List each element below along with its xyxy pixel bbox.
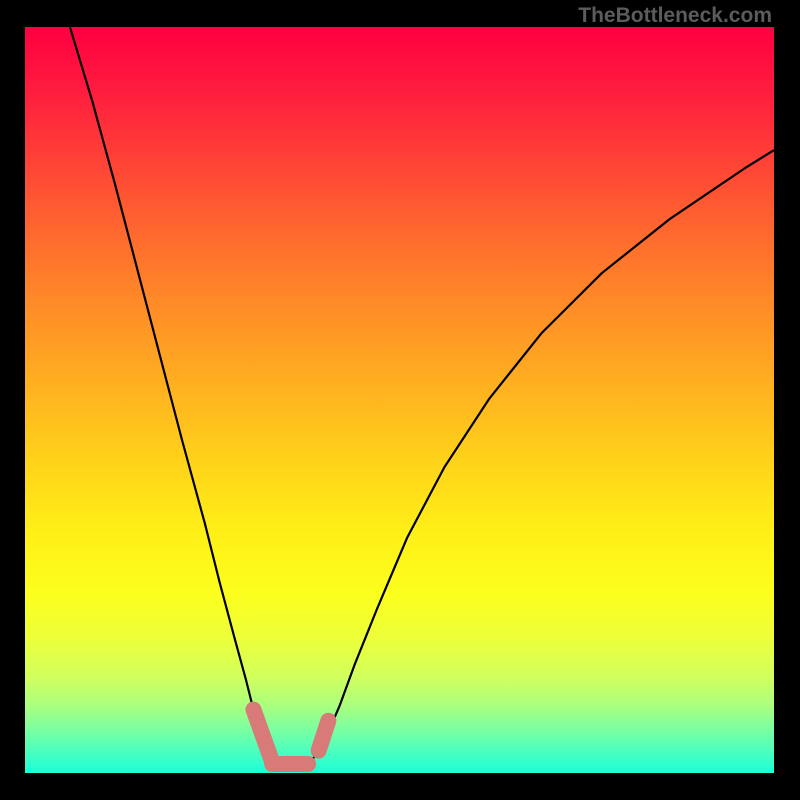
- trough-marker-segment: [253, 710, 272, 762]
- trough-marker-segment: [319, 721, 329, 751]
- chart-frame: TheBottleneck.com: [0, 0, 800, 800]
- bottleneck-curve: [70, 27, 774, 766]
- watermark-text: TheBottleneck.com: [578, 4, 772, 28]
- chart-svg: [25, 27, 774, 773]
- trough-marker-group: [253, 710, 328, 764]
- plot-area: [25, 27, 774, 773]
